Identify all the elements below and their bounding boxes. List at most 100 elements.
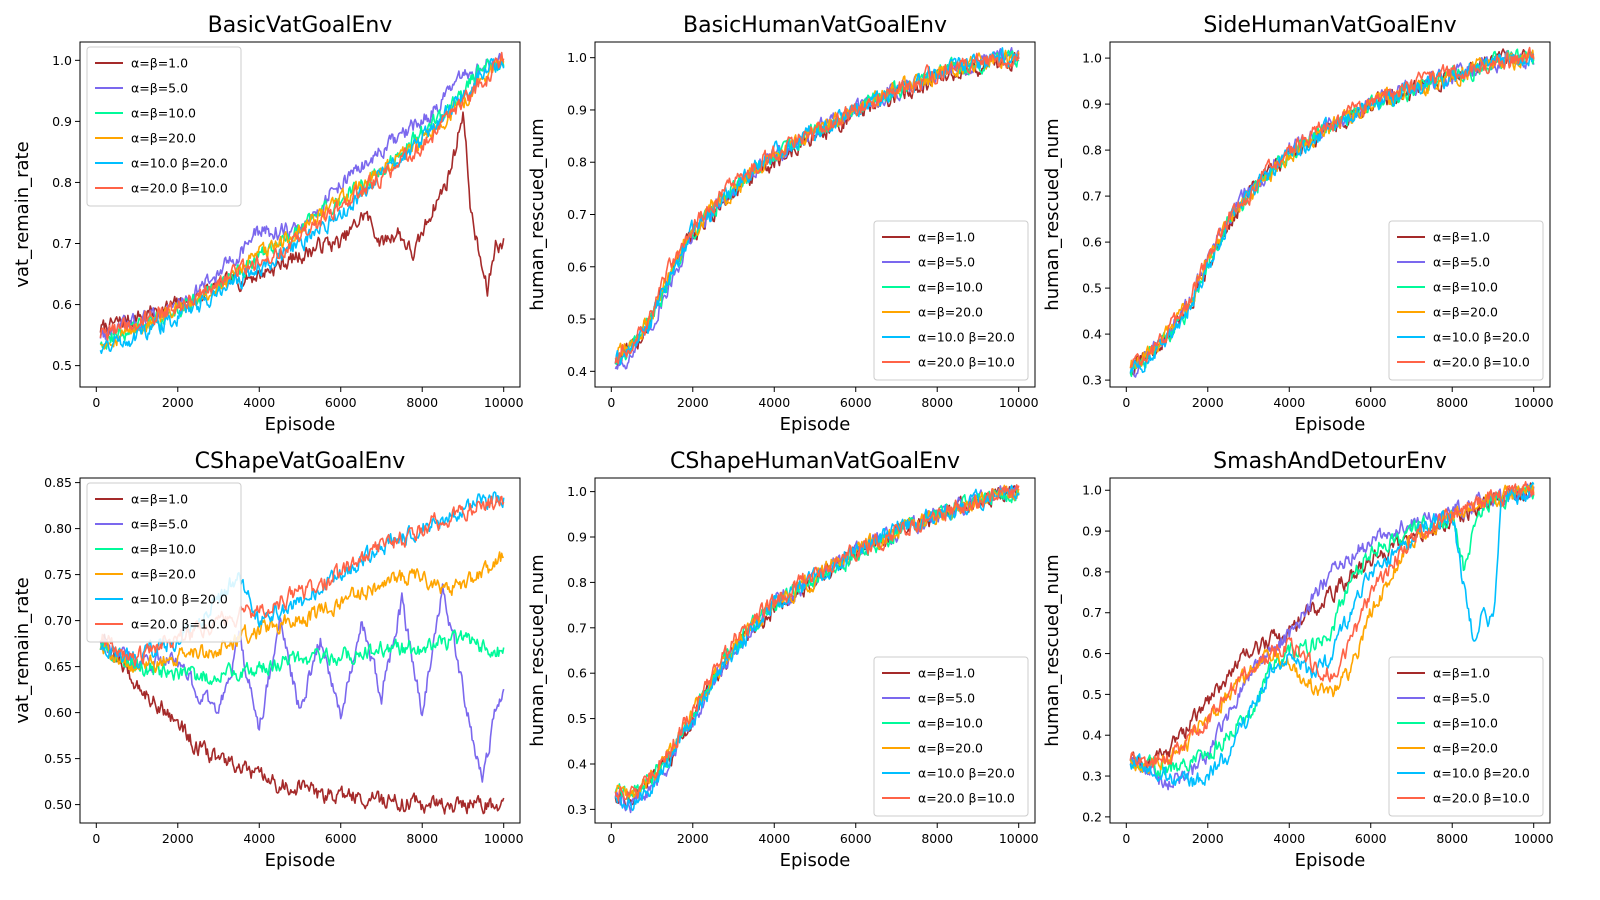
y-tick-label: 0.7: [567, 620, 587, 635]
y-tick-label: 0.70: [44, 613, 72, 628]
x-tick-label: 2000: [162, 395, 194, 410]
legend-label: α=β=5.0: [1433, 691, 1490, 706]
y-tick-label: 1.0: [567, 484, 587, 499]
x-tick-label: 6000: [325, 395, 357, 410]
y-tick-label: 0.5: [1082, 281, 1102, 296]
y-tick-label: 0.65: [44, 659, 72, 674]
y-axis-label: human_rescued_num: [527, 118, 548, 310]
x-axis-label: Episode: [780, 414, 851, 435]
y-tick-label: 0.4: [1082, 327, 1102, 342]
y-tick-label: 0.9: [567, 530, 587, 545]
subplot-title: CShapeVatGoalEnv: [195, 449, 406, 474]
y-tick-label: 1.0: [1082, 51, 1102, 66]
subplot-title: BasicVatGoalEnv: [208, 13, 393, 38]
y-tick-label: 0.9: [52, 114, 72, 129]
legend-label: α=20.0 β=10.0: [1433, 791, 1530, 806]
y-tick-label: 0.60: [44, 705, 72, 720]
x-tick-label: 8000: [1436, 395, 1468, 410]
y-tick-label: 0.5: [567, 711, 587, 726]
x-axis-label: Episode: [1295, 850, 1366, 871]
x-tick-label: 0: [92, 395, 100, 410]
legend-label: α=10.0 β=20.0: [918, 330, 1015, 345]
subplot-2: BasicHumanVatGoalEnv 0 2000 4000 6000 8000 100…: [527, 13, 1039, 435]
series-group: [1129, 480, 1535, 791]
y-tick-label: 0.3: [1082, 769, 1102, 784]
series-line-6: [1129, 46, 1535, 369]
legend-label: α=20.0 β=10.0: [131, 617, 228, 632]
subplot-title: BasicHumanVatGoalEnv: [683, 13, 947, 38]
x-tick-label: 0: [92, 831, 100, 846]
y-tick-label: 0.6: [567, 666, 587, 681]
series-line-1: [99, 633, 505, 815]
x-tick-label: 0: [607, 831, 615, 846]
y-tick-label: 0.9: [567, 102, 587, 117]
legend-label: α=10.0 β=20.0: [131, 592, 228, 607]
legend-label: α=β=5.0: [918, 255, 975, 270]
series-group: [99, 51, 505, 355]
legend-label: α=β=5.0: [131, 517, 188, 532]
y-axis-label: vat_remain_rate: [12, 577, 33, 723]
x-axis-label: Episode: [780, 850, 851, 871]
series-line-5: [1129, 481, 1535, 787]
y-tick-label: 0.7: [52, 236, 72, 251]
legend-label: α=β=10.0: [918, 280, 983, 295]
x-tick-label: 4000: [1273, 831, 1305, 846]
axes-frame: [79, 477, 521, 824]
x-tick-label: 2000: [162, 831, 194, 846]
legend-label: α=β=10.0: [131, 542, 196, 557]
x-tick-label: 8000: [921, 395, 953, 410]
x-tick-label: 8000: [406, 831, 438, 846]
y-tick-label: 0.8: [1082, 564, 1102, 579]
y-tick-label: 0.4: [567, 364, 587, 379]
x-tick-label: 8000: [921, 831, 953, 846]
series-line-3: [1130, 484, 1535, 778]
x-tick-label: 2000: [677, 831, 709, 846]
x-tick-label: 10000: [999, 395, 1039, 410]
x-tick-label: 0: [1122, 395, 1130, 410]
series-line-6: [99, 495, 505, 667]
y-tick-label: 0.6: [1082, 646, 1102, 661]
y-tick-label: 0.3: [567, 802, 587, 817]
legend-label: α=10.0 β=20.0: [1433, 766, 1530, 781]
legend-box: [873, 656, 1029, 817]
legend-label: α=20.0 β=10.0: [131, 181, 228, 196]
series-group: [1129, 46, 1535, 378]
x-axis-label: Episode: [265, 414, 336, 435]
x-tick-label: 8000: [1436, 831, 1468, 846]
y-tick-label: 0.50: [44, 797, 72, 812]
y-tick-label: 0.9: [1082, 524, 1102, 539]
legend-label: α=10.0 β=20.0: [131, 156, 228, 171]
x-tick-label: 8000: [406, 395, 438, 410]
y-tick-label: 0.6: [52, 297, 72, 312]
series-line-6: [614, 52, 1020, 364]
y-tick-label: 0.6: [567, 259, 587, 274]
legend-label: α=β=20.0: [1433, 741, 1498, 756]
subplot-3: SideHumanVatGoalEnv 0 2000 4000 6000 8000 1000…: [1042, 13, 1554, 435]
y-tick-label: 0.8: [567, 155, 587, 170]
series-group: [614, 484, 1020, 814]
legend-box: [1388, 220, 1544, 381]
y-tick-label: 0.4: [567, 756, 587, 771]
x-axis-label: Episode: [265, 850, 336, 871]
y-tick-label: 0.4: [1082, 728, 1102, 743]
x-tick-label: 4000: [243, 831, 275, 846]
legend-label: α=β=20.0: [131, 131, 196, 146]
legend: α=β=1.0 α=β=5.0 α=β=10.0 α=β=20.0 α=10.0 β=2…: [86, 46, 242, 207]
series-line-4: [99, 551, 504, 674]
axes-frame: [1109, 41, 1551, 388]
legend-label: α=β=1.0: [131, 56, 188, 71]
x-tick-label: 6000: [840, 395, 872, 410]
legend-label: α=10.0 β=20.0: [1433, 330, 1530, 345]
series-line-6: [614, 484, 1020, 802]
y-tick-label: 0.8: [1082, 143, 1102, 158]
legend-label: α=β=10.0: [131, 106, 196, 121]
y-tick-label: 0.7: [567, 207, 587, 222]
y-axis-label: human_rescued_num: [1042, 554, 1063, 746]
x-tick-label: 6000: [1355, 831, 1387, 846]
x-tick-label: 10000: [999, 831, 1039, 846]
x-tick-label: 2000: [1192, 395, 1224, 410]
legend-label: α=20.0 β=10.0: [918, 791, 1015, 806]
x-tick-label: 2000: [1192, 831, 1224, 846]
series-line-6: [1129, 480, 1535, 768]
